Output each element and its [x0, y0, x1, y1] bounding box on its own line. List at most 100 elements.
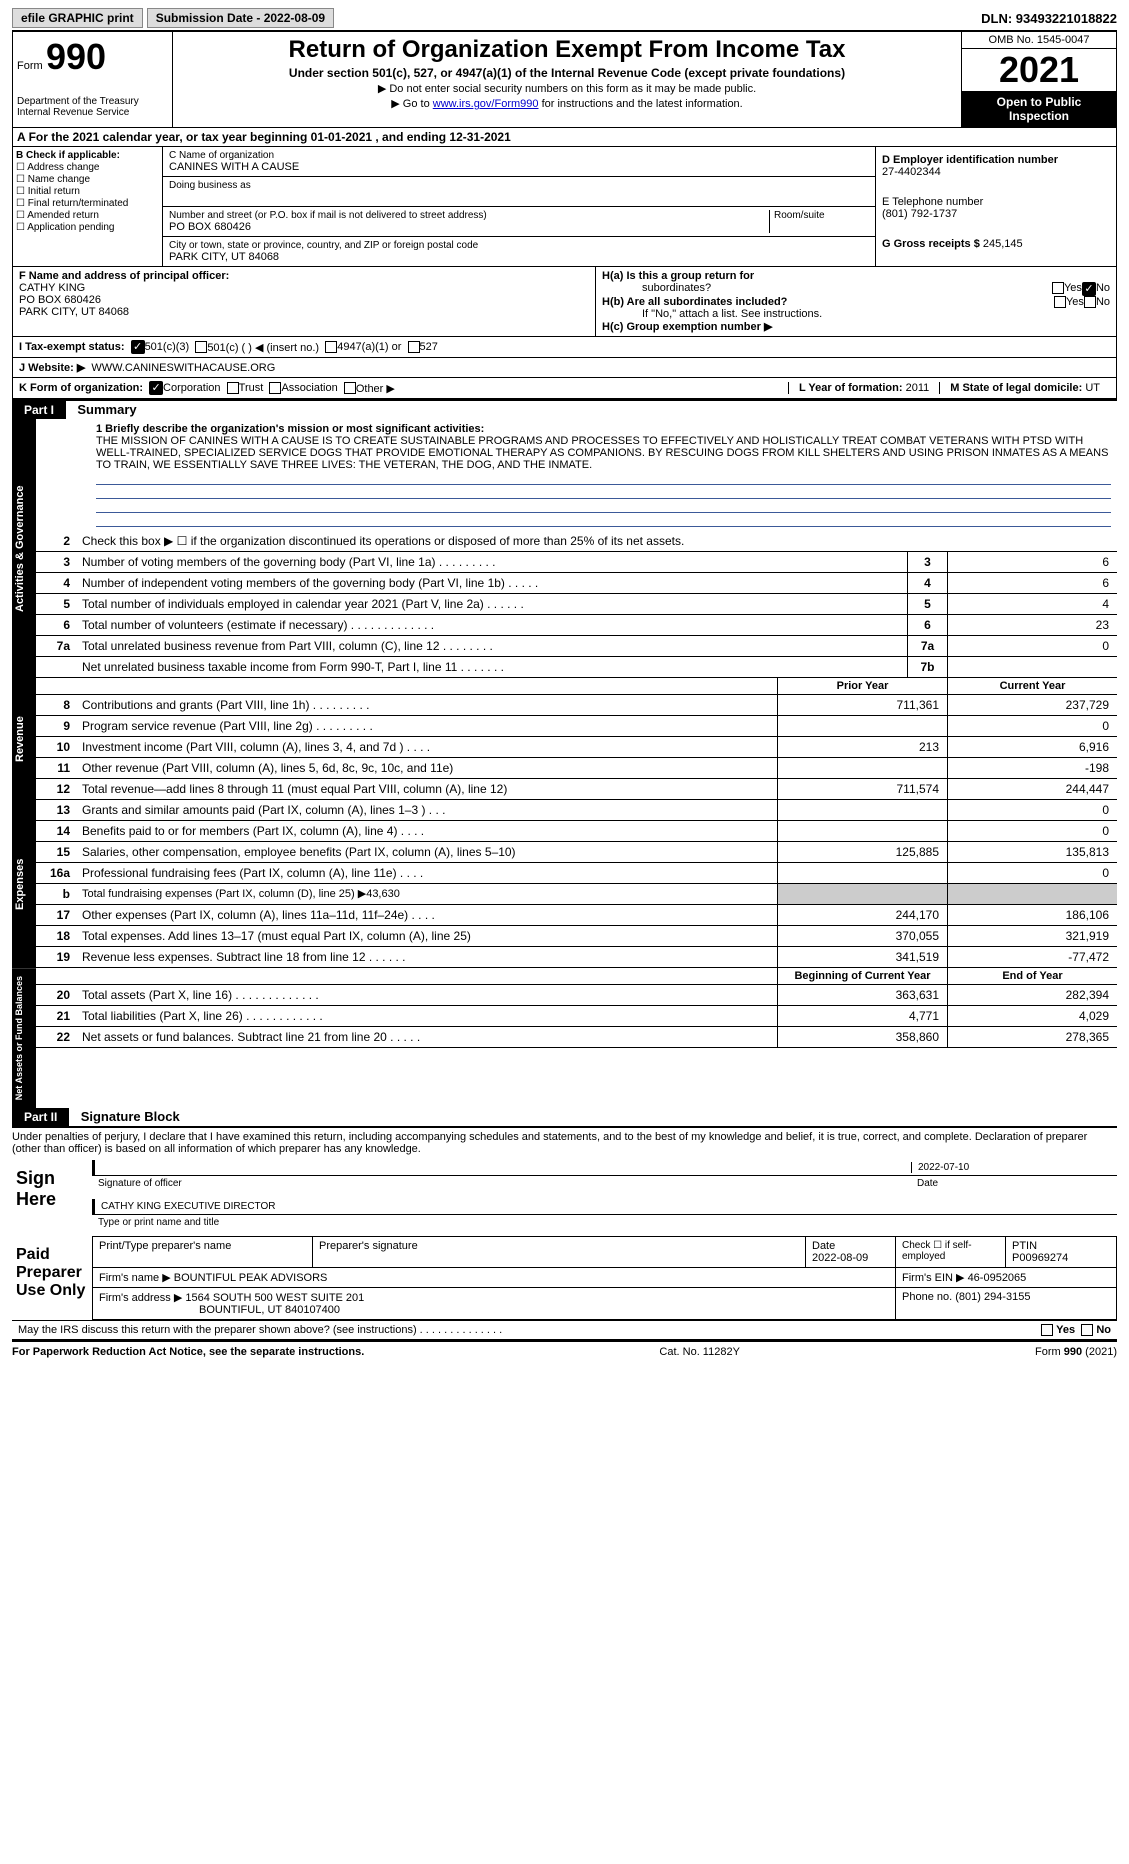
l8-c: 237,729	[947, 695, 1117, 715]
l22-p: 358,860	[777, 1027, 947, 1047]
l10-p: 213	[777, 737, 947, 757]
l20-c: 282,394	[947, 985, 1117, 1005]
efile-button[interactable]: efile GRAPHIC print	[12, 8, 143, 28]
year-formation: 2011	[906, 382, 930, 394]
i-501c3-check[interactable]: ✓	[131, 340, 145, 354]
cb-amended[interactable]: ☐ Amended return	[16, 210, 159, 221]
omb-number: OMB No. 1545-0047	[962, 32, 1116, 49]
page-footer: For Paperwork Reduction Act Notice, see …	[12, 1341, 1117, 1362]
city: PARK CITY, UT 84068	[169, 251, 869, 263]
street: PO BOX 680426	[169, 221, 769, 233]
l16b-desc: Total fundraising expenses (Part IX, col…	[76, 884, 777, 904]
irs-link[interactable]: www.irs.gov/Form990	[433, 98, 539, 110]
part2-title: Signature Block	[73, 1109, 180, 1124]
l1-label: 1 Briefly describe the organization's mi…	[96, 423, 484, 435]
footer-left: For Paperwork Reduction Act Notice, see …	[12, 1346, 364, 1358]
prep-date-val: 2022-08-09	[812, 1252, 868, 1264]
l7b-desc: Net unrelated business taxable income fr…	[76, 657, 907, 677]
row-f-h: F Name and address of principal officer:…	[12, 267, 1117, 337]
l18-desc: Total expenses. Add lines 13–17 (must eq…	[76, 926, 777, 946]
cb-final[interactable]: ☐ Final return/terminated	[16, 198, 159, 209]
vtab-activities: Activities & Governance	[12, 419, 36, 678]
officer-city: PARK CITY, UT 84068	[19, 306, 129, 318]
l18-c: 321,919	[947, 926, 1117, 946]
l14-c: 0	[947, 821, 1117, 841]
ha-no-check[interactable]: ✓	[1082, 282, 1096, 296]
org-name: CANINES WITH A CAUSE	[169, 161, 869, 173]
ha-yes-box[interactable]	[1052, 282, 1064, 294]
note-link: ▶ Go to www.irs.gov/Form990 for instruct…	[177, 97, 957, 110]
prior-year-hdr: Prior Year	[777, 678, 947, 694]
vtab-expenses: Expenses	[12, 800, 36, 968]
cb-initial[interactable]: ☐ Initial return	[16, 186, 159, 197]
discuss-yes-box[interactable]	[1041, 1324, 1053, 1336]
l22-c: 278,365	[947, 1027, 1117, 1047]
sig-date-label: Date	[917, 1178, 1117, 1189]
i-4947-box[interactable]	[325, 341, 337, 353]
cb-name[interactable]: ☐ Name change	[16, 174, 159, 185]
street-label: Number and street (or P.O. box if mail i…	[169, 210, 769, 221]
phone-lbl: Phone no.	[902, 1291, 952, 1303]
l12-p: 711,574	[777, 779, 947, 799]
l20-p: 363,631	[777, 985, 947, 1005]
hb-yes-box[interactable]	[1054, 296, 1066, 308]
sign-here-label: Sign Here	[12, 1158, 92, 1228]
vtab-revenue: Revenue	[12, 678, 36, 800]
l9-c: 0	[947, 716, 1117, 736]
l-label: L Year of formation:	[799, 382, 903, 394]
prep-date-hdr: Date	[812, 1240, 835, 1252]
i-501c-box[interactable]	[195, 341, 207, 353]
gross-receipts: 245,145	[983, 238, 1023, 250]
website: WWW.CANINESWITHACAUSE.ORG	[91, 362, 275, 374]
top-bar: efile GRAPHIC print Submission Date - 20…	[12, 8, 1117, 32]
l20-desc: Total assets (Part X, line 16) . . . . .…	[76, 985, 777, 1005]
officer-name: CATHY KING	[19, 282, 85, 294]
open-public: Open to Public Inspection	[962, 91, 1116, 127]
l16a-desc: Professional fundraising fees (Part IX, …	[76, 863, 777, 883]
l4-desc: Number of independent voting members of …	[76, 573, 907, 593]
ha-sub: subordinates?	[602, 282, 1052, 296]
l21-p: 4,771	[777, 1006, 947, 1026]
l7a-val: 0	[947, 636, 1117, 656]
form-subtitle: Under section 501(c), 527, or 4947(a)(1)…	[177, 66, 957, 80]
l6-desc: Total number of volunteers (estimate if …	[76, 615, 907, 635]
ptin-hdr: PTIN	[1012, 1240, 1037, 1252]
l6-val: 23	[947, 615, 1117, 635]
l2-desc: Check this box ▶ ☐ if the organization d…	[76, 531, 1117, 551]
hb-no-box[interactable]	[1084, 296, 1096, 308]
dba-label: Doing business as	[169, 180, 869, 191]
begin-year-hdr: Beginning of Current Year	[777, 968, 947, 984]
l19-p: 341,519	[777, 947, 947, 967]
type-name-label: Type or print name and title	[92, 1217, 1117, 1228]
cb-address[interactable]: ☐ Address change	[16, 162, 159, 173]
part1-title: Summary	[69, 402, 136, 417]
l14-desc: Benefits paid to or for members (Part IX…	[76, 821, 777, 841]
penalty-text: Under penalties of perjury, I declare th…	[12, 1126, 1117, 1158]
l7b-val	[947, 657, 1117, 677]
officer-street: PO BOX 680426	[19, 294, 101, 306]
l16a-p	[777, 863, 947, 883]
firm-addr-lbl: Firm's address ▶	[99, 1292, 182, 1304]
footer-right: Form 990 (2021)	[1035, 1346, 1117, 1358]
form-header: Form 990 Department of the Treasury Inte…	[12, 32, 1117, 128]
m-label: M State of legal domicile:	[950, 382, 1082, 394]
k-corp-check[interactable]: ✓	[149, 381, 163, 395]
l13-c: 0	[947, 800, 1117, 820]
l17-c: 186,106	[947, 905, 1117, 925]
l3-val: 6	[947, 552, 1117, 572]
ein-label: D Employer identification number	[882, 154, 1058, 166]
l22-desc: Net assets or fund balances. Subtract li…	[76, 1027, 777, 1047]
telephone: (801) 792-1737	[882, 208, 957, 220]
l13-p	[777, 800, 947, 820]
l12-c: 244,447	[947, 779, 1117, 799]
k-assoc-box[interactable]	[269, 382, 281, 394]
i-527-box[interactable]	[408, 341, 420, 353]
k-trust-box[interactable]	[227, 382, 239, 394]
discuss-no-box[interactable]	[1081, 1324, 1093, 1336]
cb-application[interactable]: ☐ Application pending	[16, 222, 159, 233]
l9-p	[777, 716, 947, 736]
l9-desc: Program service revenue (Part VIII, line…	[76, 716, 777, 736]
k-other-box[interactable]	[344, 382, 356, 394]
footer-mid: Cat. No. 11282Y	[659, 1346, 740, 1358]
room-label: Room/suite	[774, 210, 869, 221]
